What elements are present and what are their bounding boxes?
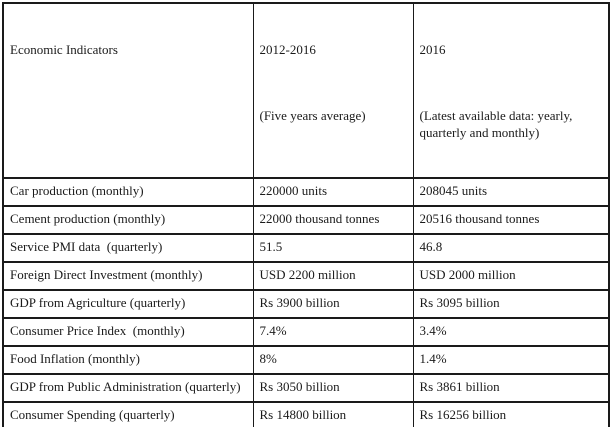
latest-value-cell: Rs 16256 billion — [412, 401, 610, 427]
header-latest-period: 2016 — [419, 42, 446, 57]
indicator-cell: GDP from Agriculture (quarterly) — [2, 289, 254, 319]
table-row: Cement production (monthly) 22000 thousa… — [2, 205, 610, 235]
table-row: Service PMI data (quarterly) 51.5 46.8 — [2, 233, 610, 263]
avg-value-cell: Rs 14800 billion — [252, 401, 414, 427]
table-row: Consumer Spending (quarterly) Rs 14800 b… — [2, 401, 610, 427]
latest-value-cell: Rs 3095 billion — [412, 289, 610, 319]
indicator-cell: GDP from Public Administration (quarterl… — [2, 373, 254, 403]
table-row: GDP from Public Administration (quarterl… — [2, 373, 610, 403]
header-cell-indicators: Economic Indicators — [2, 2, 254, 179]
indicator-cell: Consumer Price Index (monthly) — [2, 317, 254, 347]
table-row: Food Inflation (monthly) 8% 1.4% — [2, 345, 610, 375]
latest-value-cell: 46.8 — [412, 233, 610, 263]
header-indicators-label: Economic Indicators — [10, 42, 118, 57]
avg-value-cell: 8% — [252, 345, 414, 375]
latest-value-cell: 20516 thousand tonnes — [412, 205, 610, 235]
latest-value-cell: 1.4% — [412, 345, 610, 375]
avg-value-cell: 220000 units — [252, 177, 414, 207]
indicator-cell: Car production (monthly) — [2, 177, 254, 207]
table-row: GDP from Agriculture (quarterly) Rs 3900… — [2, 289, 610, 319]
table-row: Foreign Direct Investment (monthly) USD … — [2, 261, 610, 291]
header-average-note: (Five years average) — [259, 108, 366, 123]
avg-value-cell: Rs 3900 billion — [252, 289, 414, 319]
latest-value-cell: 208045 units — [412, 177, 610, 207]
table-row: Consumer Price Index (monthly) 7.4% 3.4% — [2, 317, 610, 347]
header-average-period: 2012-2016 — [259, 42, 316, 57]
avg-value-cell: 7.4% — [252, 317, 414, 347]
header-latest-note: (Latest available data: yearly, quarterl… — [419, 108, 573, 140]
indicator-cell: Food Inflation (monthly) — [2, 345, 254, 375]
indicator-cell: Consumer Spending (quarterly) — [2, 401, 254, 427]
avg-value-cell: 22000 thousand tonnes — [252, 205, 414, 235]
header-cell-average: 2012-2016 (Five years average) — [252, 2, 414, 179]
table-row: Car production (monthly) 220000 units 20… — [2, 177, 610, 207]
indicator-cell: Cement production (monthly) — [2, 205, 254, 235]
avg-value-cell: USD 2200 million — [252, 261, 414, 291]
indicator-cell: Service PMI data (quarterly) — [2, 233, 254, 263]
avg-value-cell: Rs 3050 billion — [252, 373, 414, 403]
header-cell-latest: 2016 (Latest available data: yearly, qua… — [412, 2, 610, 179]
table-header-row: Economic Indicators 2012-2016 (Five year… — [2, 2, 610, 179]
indicator-cell: Foreign Direct Investment (monthly) — [2, 261, 254, 291]
latest-value-cell: USD 2000 million — [412, 261, 610, 291]
latest-value-cell: Rs 3861 billion — [412, 373, 610, 403]
avg-value-cell: 51.5 — [252, 233, 414, 263]
latest-value-cell: 3.4% — [412, 317, 610, 347]
